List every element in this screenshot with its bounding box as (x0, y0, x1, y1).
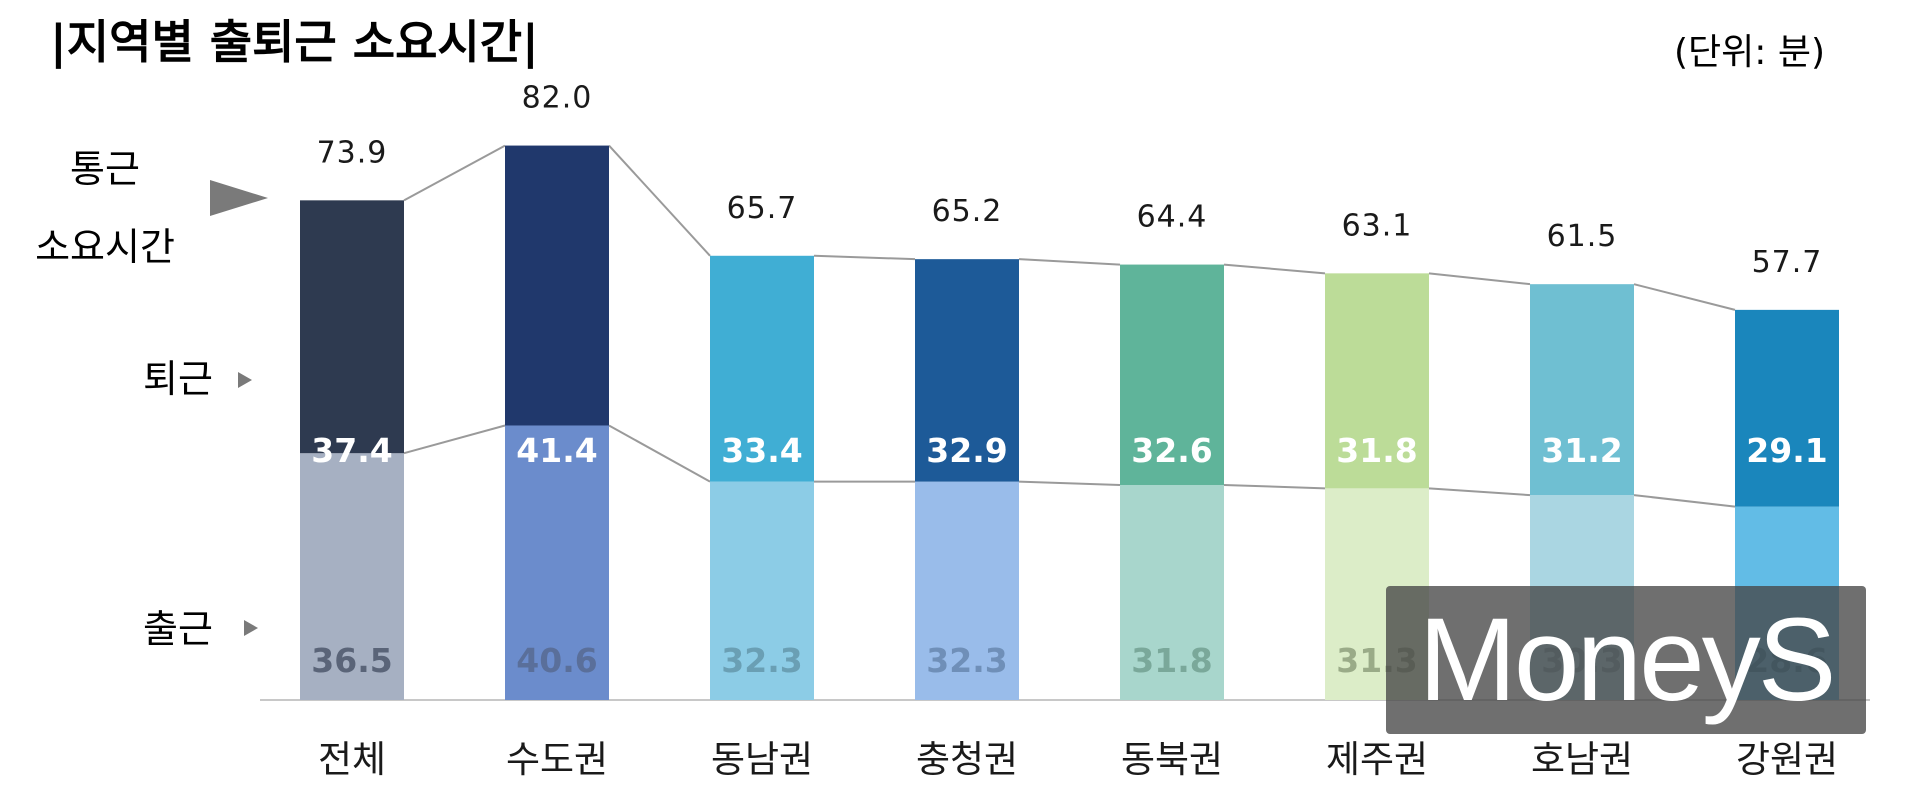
connector-mid-5 (1223, 483, 1326, 490)
category-label-8: 강원권 (1736, 738, 1838, 781)
bar-evening-8 (1735, 309, 1839, 507)
bar-evening-3 (710, 255, 814, 482)
bar-morning-3 (710, 481, 814, 700)
legend-total-line2: 소요시간 (35, 225, 175, 269)
category-label-2: 수도권 (506, 738, 608, 781)
label-total-4: 65.2 (932, 194, 1003, 229)
bar-morning-5 (1120, 484, 1224, 700)
label-morning-3: 32.3 (721, 641, 802, 680)
label-total-6: 63.1 (1342, 208, 1413, 243)
chart-title: |지역별 출퇴근 소요시간| (50, 15, 539, 70)
connector-top-1 (403, 144, 506, 202)
connector-top-2 (608, 144, 711, 257)
bar-evening-5 (1120, 264, 1224, 485)
category-label-7: 호남권 (1531, 738, 1633, 781)
legend-total-arrow-icon (210, 180, 268, 216)
label-total-3: 65.7 (727, 191, 798, 226)
category-label-3: 동남권 (711, 738, 813, 781)
category-label-4: 충청권 (916, 738, 1018, 781)
connector-top-7 (1633, 283, 1736, 311)
label-evening-3: 33.4 (721, 431, 802, 470)
unit-label: (단위: 분) (1674, 32, 1825, 73)
label-morning-4: 32.3 (926, 641, 1007, 680)
legend-morning: 출근 (143, 607, 213, 651)
bar-evening-1 (300, 200, 404, 454)
connector-top-6 (1428, 272, 1531, 286)
legend-evening: 퇴근 (143, 357, 213, 401)
connector-mid-6 (1428, 487, 1531, 497)
label-evening-6: 31.8 (1336, 431, 1417, 470)
label-morning-1: 36.5 (311, 641, 392, 680)
label-evening-2: 41.4 (516, 431, 597, 470)
legend-morning-arrow-icon (244, 620, 258, 636)
bar-evening-4 (915, 259, 1019, 482)
connector-mid-4 (1018, 480, 1121, 486)
legend-evening-arrow-icon (238, 372, 252, 388)
bar-evening-7 (1530, 284, 1634, 496)
label-total-2: 82.0 (522, 81, 593, 116)
bar-evening-6 (1325, 273, 1429, 489)
bar-morning-2 (505, 425, 609, 700)
label-total-1: 73.9 (317, 135, 388, 170)
label-evening-1: 37.4 (311, 431, 392, 470)
connector-mid-1 (403, 424, 506, 455)
bar-morning-4 (915, 481, 1019, 700)
connector-top-3 (813, 254, 916, 261)
label-morning-5: 31.8 (1131, 641, 1212, 680)
plot-area: 36.5 37.4 73.9 전체 40.6 41.4 82.0 수도권 32.3 33.4 65.… (260, 81, 1870, 781)
label-evening-7: 31.2 (1541, 431, 1622, 470)
bar-morning-1 (300, 453, 404, 700)
category-label-6: 제주권 (1326, 738, 1428, 781)
label-evening-8: 29.1 (1746, 431, 1827, 470)
connector-top-4 (1018, 258, 1121, 266)
label-total-5: 64.4 (1137, 200, 1208, 235)
label-total-8: 57.7 (1752, 245, 1823, 280)
label-evening-5: 32.6 (1131, 431, 1212, 470)
bar-evening-2 (505, 145, 609, 426)
category-label-1: 전체 (318, 738, 386, 781)
connector-top-5 (1223, 263, 1326, 275)
label-morning-2: 40.6 (516, 641, 597, 680)
connector-mid-7 (1633, 494, 1736, 508)
label-evening-4: 32.9 (926, 431, 1007, 470)
category-label-5: 동북권 (1121, 738, 1223, 781)
legend-total-line1: 통근 (70, 147, 140, 191)
moneys-watermark: MoneyS (1386, 586, 1866, 734)
connector-mid-2 (608, 424, 711, 483)
label-total-7: 61.5 (1547, 219, 1618, 254)
